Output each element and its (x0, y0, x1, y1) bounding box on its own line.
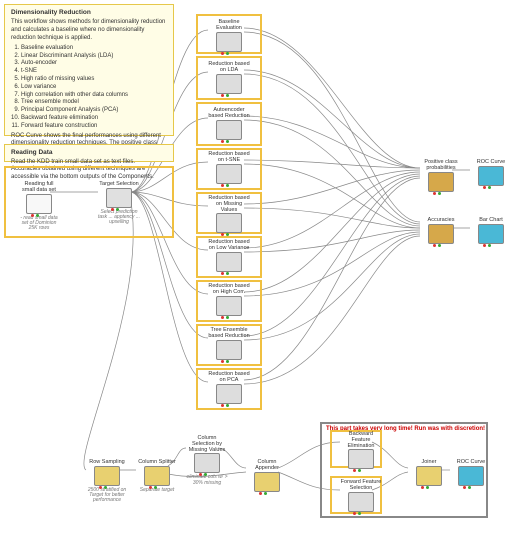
node-label: Reduction based on High Corr. (208, 284, 250, 296)
node-target[interactable]: Target Selection Select prediction task .… (98, 182, 140, 226)
node-sublabel: Select prediction task ... apptency ... … (98, 210, 140, 226)
node-label: Reduction based on Low Variance (208, 240, 250, 252)
node-icon (106, 188, 132, 208)
node-label: Column Appender (246, 460, 288, 472)
node-colsel[interactable]: Column Selection by Missing Values elimin… (186, 436, 228, 486)
node-label: Forward Feature Selection (340, 480, 382, 492)
node-icon (26, 194, 52, 214)
node-label: Autoencoder based Reduction (208, 108, 250, 120)
annotation-item: Backward feature elimination (21, 115, 167, 123)
node-icon (478, 166, 504, 186)
node-read[interactable]: Reading full small data set - read small … (18, 182, 60, 231)
node-missing[interactable]: Reduction based on Missing Values (208, 196, 250, 235)
node-sublabel: eliminate cols w/ > 30% missing (186, 475, 228, 486)
node-label: Reduction based on PCA (208, 372, 250, 384)
node-icon (216, 164, 242, 184)
node-sublabel: 2500 stratified on Target for better per… (86, 488, 128, 504)
node-label: Reading full small data set (18, 182, 60, 194)
node-pca[interactable]: Reduction based on PCA (208, 372, 250, 406)
node-icon (216, 120, 242, 140)
node-label: Joiner (408, 460, 450, 466)
node-fwdsel[interactable]: Forward Feature Selection (340, 480, 382, 514)
node-label: Reduction based on Missing Values (208, 196, 250, 213)
annotation-item: t-SNE (21, 68, 167, 76)
node-label: Reduction based on LDA (208, 62, 250, 74)
node-label: Reduction based on t-SNE (208, 152, 250, 164)
annotation-item: Baseline evaluation (21, 45, 167, 53)
node-sublabel: Separate target (136, 488, 178, 493)
node-icon (348, 492, 374, 512)
node-colsplit[interactable]: Column Splitter Separate target (136, 460, 178, 493)
node-label: Column Splitter (136, 460, 178, 466)
node-acc[interactable]: Accuracies (420, 218, 462, 246)
node-icon (144, 466, 170, 486)
node-highcorr[interactable]: Reduction based on High Corr. (208, 284, 250, 318)
node-label: ROC Curve (450, 460, 492, 466)
annotation-item: High correlation with other data columns (21, 92, 167, 100)
node-icon (216, 384, 242, 404)
annotation-item: Principal Component Analysis (PCA) (21, 107, 167, 115)
node-icon (428, 224, 454, 244)
node-label: Backward Feature Elimination (340, 432, 382, 449)
node-label: Column Selection by Missing Values (186, 436, 228, 453)
node-icon (416, 466, 442, 486)
node-icon (94, 466, 120, 486)
node-icon (216, 213, 242, 233)
node-tree[interactable]: Tree Ensemble based Reduction (208, 328, 250, 362)
node-icon (216, 296, 242, 316)
annotation-list: Baseline evaluation Linear Discriminant … (11, 45, 167, 131)
description-annotation: Dimensionality Reduction This workflow s… (4, 4, 174, 136)
node-icon (348, 449, 374, 469)
node-autoenc[interactable]: Autoencoder based Reduction (208, 108, 250, 142)
node-roc2[interactable]: ROC Curve (450, 460, 492, 488)
annotation-item: Linear Discriminant Analysis (LDA) (21, 53, 167, 61)
node-icon (194, 453, 220, 473)
node-posclass[interactable]: Positive class probabilities (420, 160, 462, 194)
node-roc1[interactable]: ROC Curve (470, 160, 512, 188)
node-label: Accuracies (420, 218, 462, 224)
annotation-item: Forward feature construction (21, 123, 167, 131)
reading-data-annotation: Reading Data Read the KDD train small da… (4, 144, 174, 162)
annotation-item: Auto-encoder (21, 60, 167, 68)
node-icon (216, 252, 242, 272)
annotation2-title: Reading Data (11, 149, 167, 157)
node-label: Tree Ensemble based Reduction (208, 328, 250, 340)
node-icon (428, 172, 454, 192)
annotation-intro: This workflow shows methods for dimensio… (11, 19, 167, 42)
annotation-title: Dimensionality Reduction (11, 9, 167, 17)
annotation-item: High ratio of missing values (21, 76, 167, 84)
node-icon (216, 74, 242, 94)
node-label: Bar Chart (470, 218, 512, 224)
node-joiner[interactable]: Joiner (408, 460, 450, 488)
node-backelim[interactable]: Backward Feature Elimination (340, 432, 382, 471)
node-icon (216, 340, 242, 360)
node-label: Baseline Evaluation (208, 20, 250, 32)
node-icon (254, 472, 280, 492)
node-colapp[interactable]: Column Appender (246, 460, 288, 494)
node-icon (458, 466, 484, 486)
node-icon (216, 32, 242, 52)
annotation-item: Low variance (21, 84, 167, 92)
node-label: Target Selection (98, 182, 140, 188)
node-sublabel: - read small data set of Dominion 25K ro… (18, 216, 60, 232)
node-bar[interactable]: Bar Chart (470, 218, 512, 246)
node-baseline[interactable]: Baseline Evaluation (208, 20, 250, 54)
annotation-item: Tree ensemble model (21, 99, 167, 107)
node-tsne[interactable]: Reduction based on t-SNE (208, 152, 250, 186)
node-label: ROC Curve (470, 160, 512, 166)
node-rowsamp[interactable]: Row Sampling 2500 stratified on Target fo… (86, 460, 128, 504)
node-lowvar[interactable]: Reduction based on Low Variance (208, 240, 250, 274)
node-icon (478, 224, 504, 244)
node-label: Row Sampling (86, 460, 128, 466)
node-lda[interactable]: Reduction based on LDA (208, 62, 250, 96)
node-label: Positive class probabilities (420, 160, 462, 172)
